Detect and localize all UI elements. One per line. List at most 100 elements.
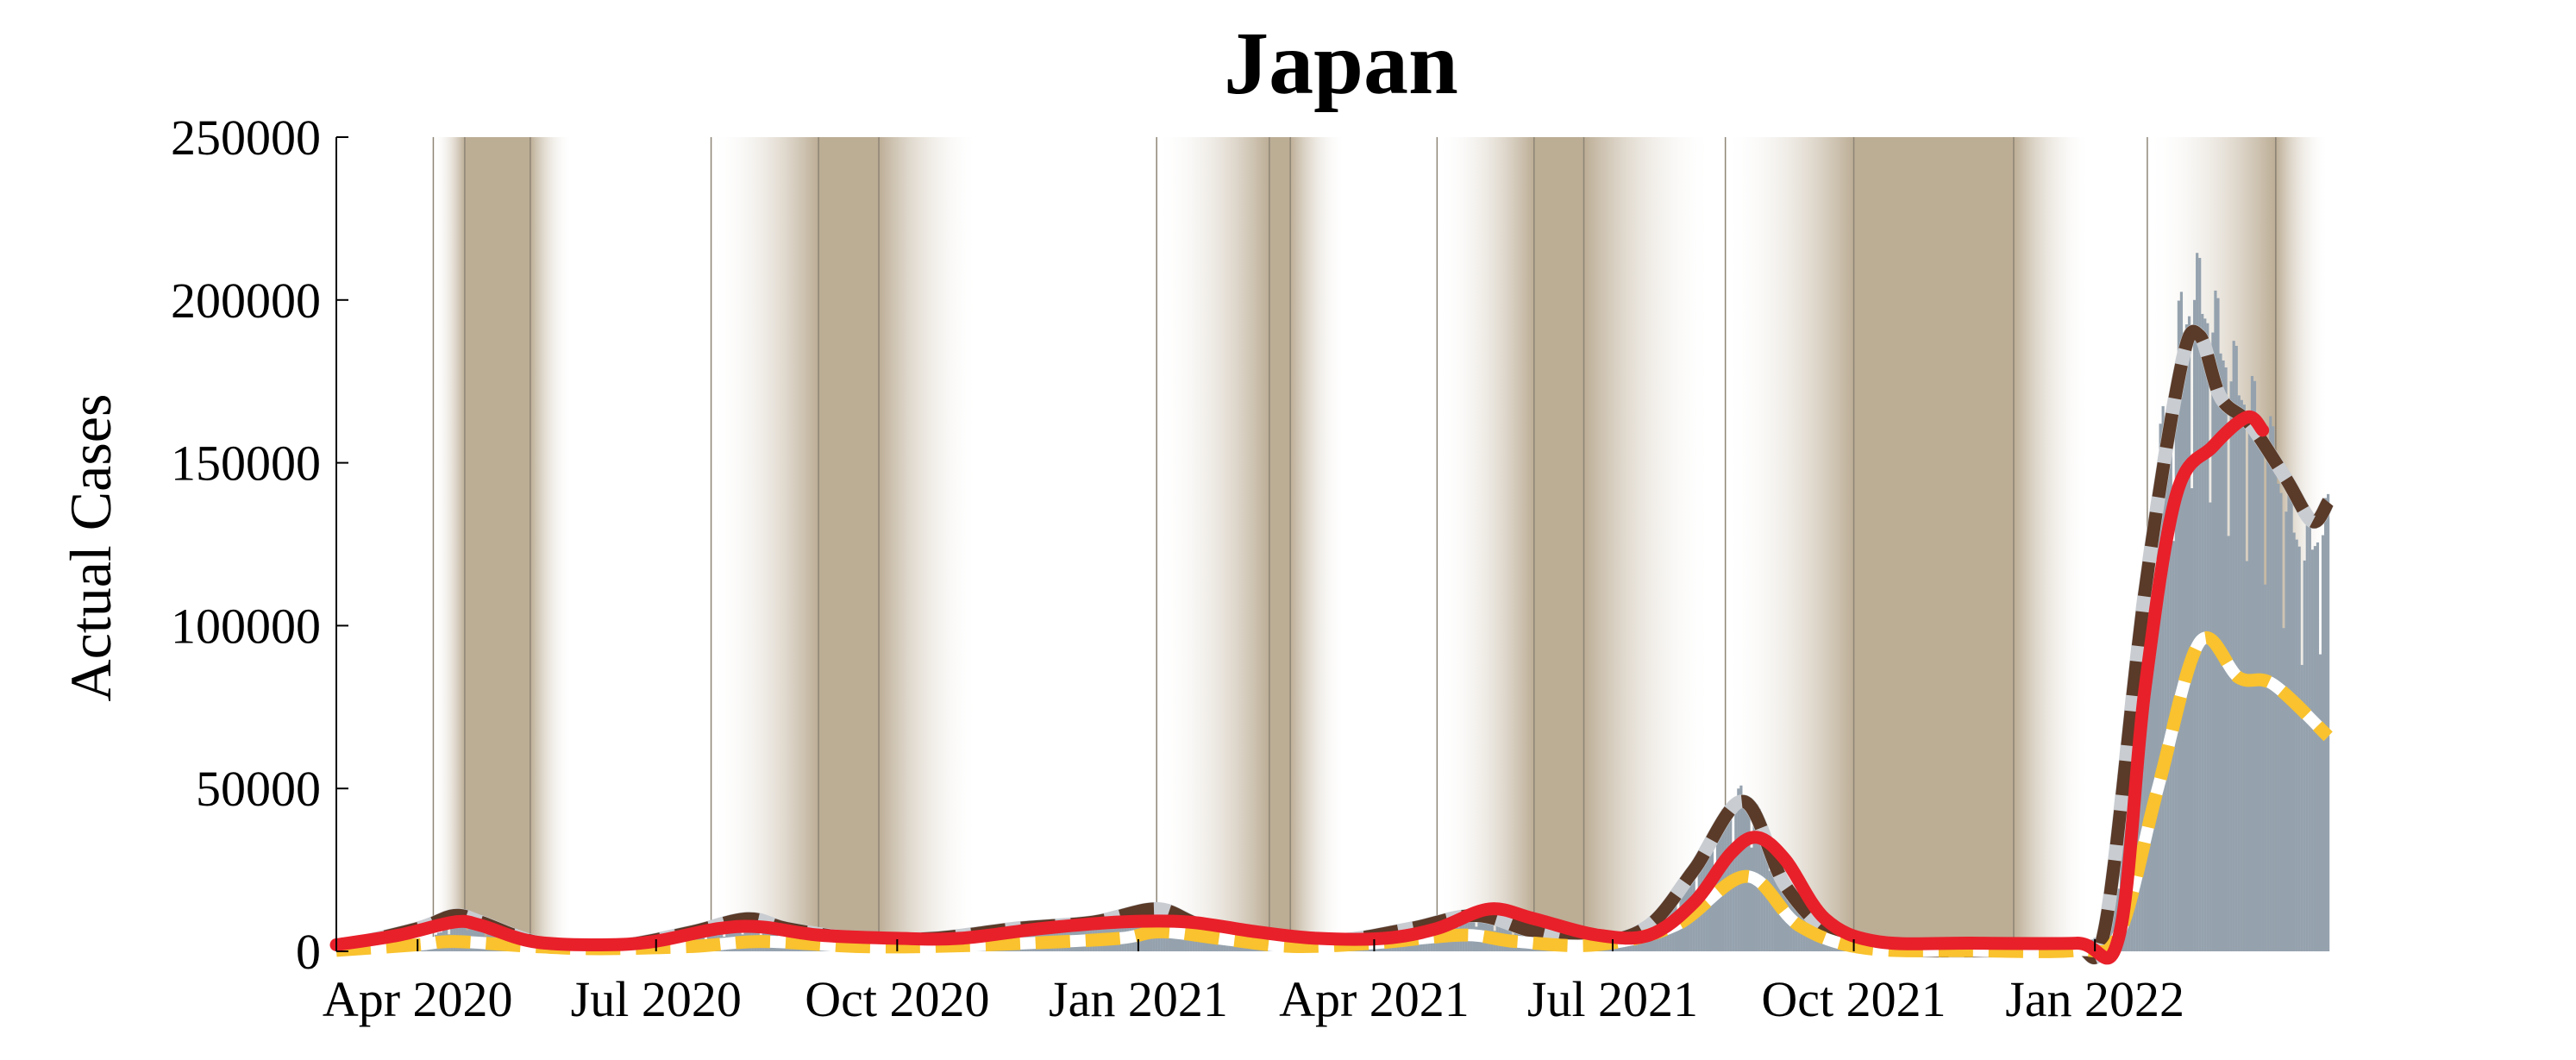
case-bar bbox=[2290, 491, 2293, 951]
series-red-solid-line bbox=[329, 410, 2270, 965]
y-ticks: 0 50000 100000 150000 200000 250000 bbox=[171, 110, 348, 980]
case-bar bbox=[1639, 937, 1644, 951]
case-bar bbox=[2146, 602, 2149, 951]
case-bar bbox=[1786, 900, 1790, 951]
shaded-period-fade-in bbox=[711, 137, 819, 951]
case-bar bbox=[2174, 365, 2178, 951]
case-bar bbox=[2261, 436, 2265, 952]
shaded-period bbox=[1436, 137, 1713, 951]
case-bar bbox=[1131, 907, 1135, 951]
case-bar bbox=[1677, 914, 1680, 951]
shaded-period-fade-out bbox=[2013, 137, 2090, 951]
case-bar bbox=[2305, 525, 2309, 951]
case-bar bbox=[2297, 546, 2301, 951]
case-bar bbox=[2279, 492, 2283, 951]
case-bar bbox=[2308, 521, 2311, 951]
case-bar bbox=[2327, 493, 2330, 951]
case-bar bbox=[2209, 502, 2212, 951]
y-tick-label: 50000 bbox=[196, 761, 321, 817]
shaded-period-fade-in bbox=[1156, 137, 1269, 951]
case-bar bbox=[1713, 868, 1717, 951]
shaded-period-core bbox=[1269, 137, 1291, 951]
series-yellow-dashed-line bbox=[335, 631, 2333, 959]
shaded-period bbox=[432, 137, 573, 951]
case-bar bbox=[2274, 474, 2278, 951]
case-bar bbox=[1116, 913, 1119, 951]
case-bar bbox=[2184, 324, 2189, 951]
case-bar bbox=[2300, 664, 2303, 951]
case-bar bbox=[2161, 405, 2165, 952]
case-bar bbox=[1750, 847, 1753, 951]
case-bar bbox=[2143, 605, 2147, 951]
case-bar bbox=[2282, 628, 2285, 951]
shaded-period bbox=[1724, 137, 2090, 951]
shaded-period-fade-out bbox=[530, 137, 573, 951]
shaded-period bbox=[1156, 137, 1345, 951]
shaded-period-fade-out bbox=[879, 137, 979, 951]
case-bar bbox=[2177, 300, 2180, 952]
case-bar bbox=[2114, 877, 2118, 951]
chart-title: Japan bbox=[1224, 14, 1458, 113]
case-bar bbox=[2190, 488, 2194, 951]
y-tick-label: 100000 bbox=[171, 598, 321, 654]
y-tick-label: 200000 bbox=[171, 273, 321, 329]
case-bar bbox=[2234, 345, 2238, 951]
case-bar bbox=[2159, 423, 2162, 952]
case-bar bbox=[2166, 413, 2170, 952]
case-bar bbox=[2285, 511, 2288, 951]
case-bar bbox=[2277, 483, 2280, 951]
case-bar bbox=[1200, 934, 1203, 951]
case-bar bbox=[2264, 584, 2267, 951]
case-bar bbox=[1218, 938, 1221, 951]
y-axis-title: Actual Cases bbox=[58, 394, 123, 702]
x-tick-label: Oct 2021 bbox=[1761, 971, 1946, 1027]
x-tick-label: Apr 2021 bbox=[1279, 971, 1470, 1027]
case-bar bbox=[2313, 546, 2317, 951]
shaded-period-fade-out bbox=[1583, 137, 1713, 951]
case-bar bbox=[2111, 891, 2115, 951]
y-tick-label: 150000 bbox=[171, 436, 321, 492]
case-bar bbox=[2253, 380, 2257, 952]
case-bar bbox=[1739, 785, 1743, 951]
case-bar bbox=[2216, 298, 2220, 951]
case-bar bbox=[2187, 316, 2191, 951]
case-bar bbox=[2255, 428, 2259, 952]
x-ticks: Apr 2020 Jul 2020 Oct 2020 Jan 2021 Apr 2021… bbox=[323, 939, 2184, 1027]
shaded-period-core bbox=[464, 137, 530, 951]
shaded-period bbox=[710, 137, 979, 951]
series-lines bbox=[329, 324, 2335, 965]
y-tick-label: 250000 bbox=[171, 110, 321, 166]
case-bar bbox=[1134, 906, 1138, 951]
case-bar bbox=[2179, 292, 2184, 951]
case-bar bbox=[2295, 539, 2298, 951]
x-tick-label: Jul 2021 bbox=[1527, 971, 1698, 1027]
x-tick-label: Oct 2020 bbox=[805, 971, 989, 1027]
case-bar bbox=[2258, 432, 2262, 952]
case-bar bbox=[1695, 895, 1698, 951]
case-bar bbox=[2140, 634, 2144, 951]
case-bar bbox=[2303, 560, 2306, 951]
case-bar bbox=[2310, 549, 2314, 951]
case-bar bbox=[2321, 535, 2325, 951]
case-bar bbox=[2245, 561, 2249, 951]
case-bar bbox=[2232, 341, 2235, 951]
case-bar bbox=[2196, 253, 2199, 951]
case-bar bbox=[1732, 846, 1735, 951]
y-tick-label: 0 bbox=[296, 924, 321, 980]
shaded-period-core bbox=[818, 137, 880, 951]
case-bar bbox=[2287, 484, 2291, 951]
case-bar bbox=[2316, 542, 2320, 951]
x-tick-label: Apr 2020 bbox=[323, 971, 513, 1027]
case-bar bbox=[2214, 290, 2217, 951]
shaded-period-core bbox=[1533, 137, 1584, 951]
x-tick-label: Jul 2020 bbox=[571, 971, 742, 1027]
case-bar bbox=[2193, 299, 2197, 951]
case-bar bbox=[2266, 446, 2270, 951]
case-bar bbox=[1181, 930, 1185, 951]
case-bar bbox=[2164, 430, 2167, 952]
shaded-periods bbox=[432, 137, 2328, 951]
x-tick-label: Jan 2022 bbox=[2005, 971, 2184, 1027]
case-bar bbox=[2292, 532, 2296, 951]
case-bar bbox=[2318, 654, 2322, 951]
